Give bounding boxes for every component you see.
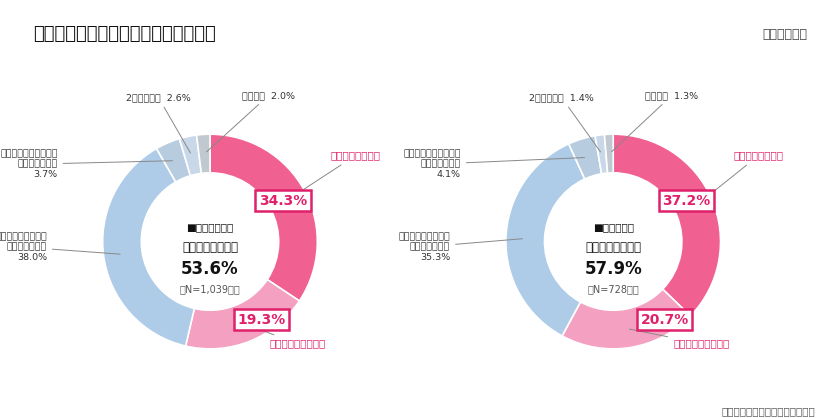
Text: 19.3%: 19.3% [238, 313, 286, 327]
Wedge shape [569, 136, 601, 179]
Wedge shape [186, 280, 299, 349]
Text: タテ型洗濯乾燥機: タテ型洗濯乾燥機 [696, 150, 784, 205]
Text: １．普段使用する洗濯機のタイプは？: １．普段使用する洗濯機のタイプは？ [33, 25, 216, 43]
Text: ソフトブレーン・フィールド調べ: ソフトブレーン・フィールド調べ [721, 406, 815, 416]
Text: ■専業主婦世帯: ■専業主婦世帯 [186, 222, 234, 232]
Text: ドラム式洗濯乾燥機: ドラム式洗濯乾燥機 [629, 329, 729, 349]
Wedge shape [210, 134, 318, 301]
Text: ドラム式全自動洗濯機
（乾燥機なし）
4.1%: ドラム式全自動洗濯機 （乾燥機なし） 4.1% [403, 149, 585, 179]
Wedge shape [613, 134, 721, 316]
Text: ドラム式全自動洗濯機
（乾燥機なし）
3.7%: ドラム式全自動洗濯機 （乾燥機なし） 3.7% [0, 149, 172, 179]
Text: ■共働き世帯: ■共働き世帯 [593, 222, 633, 232]
Text: （N=728名）: （N=728名） [587, 284, 639, 294]
Wedge shape [180, 135, 202, 176]
Text: （N=1,039名）: （N=1,039名） [180, 284, 240, 294]
Text: 全自動洗濯乾燥機: 全自動洗濯乾燥機 [182, 242, 238, 255]
Wedge shape [562, 289, 690, 349]
Text: タテ型洗濯乾燥機: タテ型洗濯乾燥機 [290, 150, 381, 199]
Text: 57.9%: 57.9% [585, 260, 642, 278]
Text: そのほか  2.0%: そのほか 2.0% [207, 91, 295, 152]
Text: 2槽式洗濯機  1.4%: 2槽式洗濯機 1.4% [529, 93, 601, 152]
Text: タテ型全自動洗濯機
（乾燥機なし）
38.0%: タテ型全自動洗濯機 （乾燥機なし） 38.0% [0, 232, 120, 262]
Text: 2槽式洗濯機  2.6%: 2槽式洗濯機 2.6% [126, 93, 191, 153]
Text: 20.7%: 20.7% [641, 313, 689, 327]
Text: 全自動洗濯乾燥機: 全自動洗濯乾燥機 [585, 242, 641, 255]
Text: タテ型全自動洗濯機
（乾燥機なし）
35.3%: タテ型全自動洗濯機 （乾燥機なし） 35.3% [398, 232, 522, 262]
Wedge shape [102, 148, 194, 346]
Text: 53.6%: 53.6% [181, 260, 239, 278]
Text: 37.2%: 37.2% [662, 194, 711, 208]
Text: ドラム式洗濯乾燥機: ドラム式洗濯乾燥機 [245, 324, 326, 349]
Wedge shape [595, 135, 607, 174]
Wedge shape [506, 144, 585, 336]
Wedge shape [605, 134, 613, 173]
Text: （単一回答）: （単一回答） [762, 28, 807, 41]
Wedge shape [156, 139, 191, 182]
Text: そのほか  1.3%: そのほか 1.3% [612, 91, 699, 152]
Text: 34.3%: 34.3% [259, 194, 307, 208]
Wedge shape [197, 134, 210, 173]
